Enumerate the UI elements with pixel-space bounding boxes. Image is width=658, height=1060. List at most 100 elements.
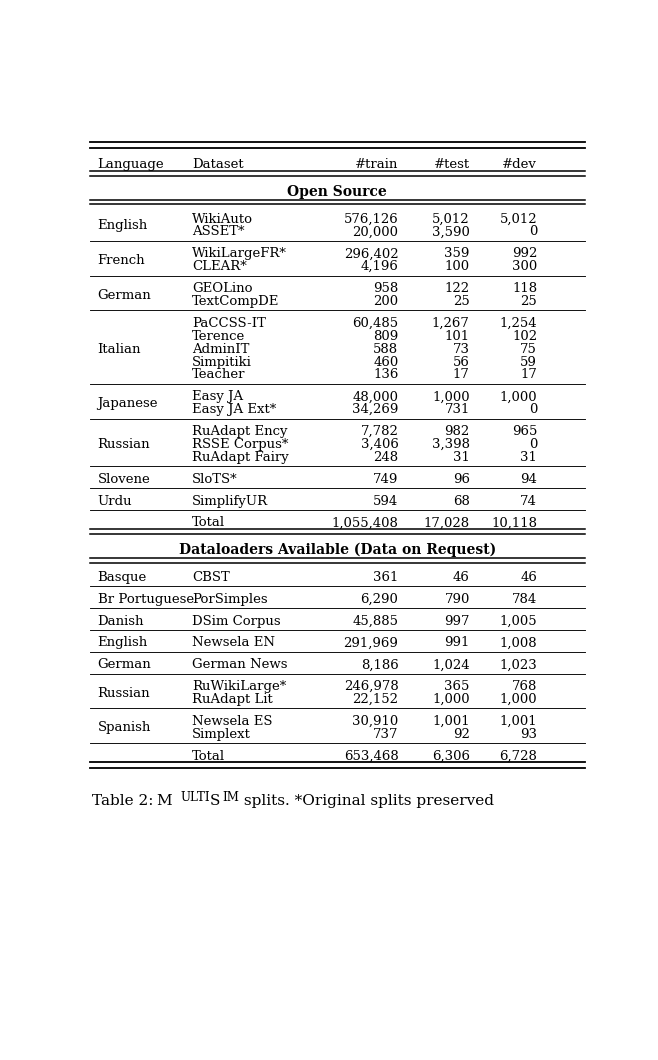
Text: Russian: Russian xyxy=(97,438,150,450)
Text: 45,885: 45,885 xyxy=(353,615,399,628)
Text: 200: 200 xyxy=(373,295,399,308)
Text: 749: 749 xyxy=(373,473,399,485)
Text: 737: 737 xyxy=(373,728,399,741)
Text: 25: 25 xyxy=(520,295,537,308)
Text: Open Source: Open Source xyxy=(288,184,387,199)
Text: #train: #train xyxy=(355,158,399,171)
Text: 460: 460 xyxy=(373,355,399,369)
Text: Terence: Terence xyxy=(192,330,245,342)
Text: RuAdapt Ency: RuAdapt Ency xyxy=(192,425,288,438)
Text: 731: 731 xyxy=(444,403,470,417)
Text: 997: 997 xyxy=(444,615,470,628)
Text: 101: 101 xyxy=(445,330,470,342)
Text: WikiAuto: WikiAuto xyxy=(192,212,253,226)
Text: Language: Language xyxy=(97,158,164,171)
Text: 1,024: 1,024 xyxy=(432,658,470,671)
Text: 1,000: 1,000 xyxy=(499,390,537,403)
Text: 958: 958 xyxy=(373,282,399,295)
Text: 784: 784 xyxy=(512,593,537,605)
Text: 102: 102 xyxy=(512,330,537,342)
Text: 365: 365 xyxy=(444,681,470,693)
Text: Russian: Russian xyxy=(97,687,150,700)
Text: Dataloaders Available (Data on Request): Dataloaders Available (Data on Request) xyxy=(178,543,496,558)
Text: CBST: CBST xyxy=(192,571,230,584)
Text: 17,028: 17,028 xyxy=(424,516,470,530)
Text: 1,000: 1,000 xyxy=(432,693,470,706)
Text: 1,000: 1,000 xyxy=(432,390,470,403)
Text: Dataset: Dataset xyxy=(192,158,243,171)
Text: 296,402: 296,402 xyxy=(343,247,399,261)
Text: ULTI: ULTI xyxy=(180,791,210,805)
Text: 6,728: 6,728 xyxy=(499,749,537,763)
Text: 3,590: 3,590 xyxy=(432,226,470,238)
Text: #test: #test xyxy=(434,158,470,171)
Text: 8,186: 8,186 xyxy=(361,658,399,671)
Text: Basque: Basque xyxy=(97,571,147,584)
Text: 576,126: 576,126 xyxy=(343,212,399,226)
Text: 60,485: 60,485 xyxy=(352,317,399,330)
Text: Total: Total xyxy=(192,516,225,530)
Text: 94: 94 xyxy=(520,473,537,485)
Text: SimplifyUR: SimplifyUR xyxy=(192,495,268,508)
Text: 291,969: 291,969 xyxy=(343,636,399,650)
Text: 588: 588 xyxy=(373,342,399,355)
Text: 0: 0 xyxy=(529,226,537,238)
Text: 31: 31 xyxy=(453,450,470,464)
Text: GEOLino: GEOLino xyxy=(192,282,253,295)
Text: IM: IM xyxy=(222,791,239,805)
Text: 75: 75 xyxy=(520,342,537,355)
Text: 4,196: 4,196 xyxy=(361,260,399,273)
Text: 68: 68 xyxy=(453,495,470,508)
Text: Urdu: Urdu xyxy=(97,495,132,508)
Text: 46: 46 xyxy=(520,571,537,584)
Text: 118: 118 xyxy=(512,282,537,295)
Text: 246,978: 246,978 xyxy=(343,681,399,693)
Text: Newsela ES: Newsela ES xyxy=(192,716,272,728)
Text: German News: German News xyxy=(192,658,288,671)
Text: Easy JA Ext*: Easy JA Ext* xyxy=(192,403,276,417)
Text: RSSE Corpus*: RSSE Corpus* xyxy=(192,438,288,450)
Text: French: French xyxy=(97,253,145,267)
Text: 96: 96 xyxy=(453,473,470,485)
Text: Easy JA: Easy JA xyxy=(192,390,243,403)
Text: 0: 0 xyxy=(529,403,537,417)
Text: 1,000: 1,000 xyxy=(499,693,537,706)
Text: 1,001: 1,001 xyxy=(499,716,537,728)
Text: 25: 25 xyxy=(453,295,470,308)
Text: CLEAR*: CLEAR* xyxy=(192,260,247,273)
Text: 56: 56 xyxy=(453,355,470,369)
Text: 3,406: 3,406 xyxy=(361,438,399,450)
Text: Italian: Italian xyxy=(97,342,141,355)
Text: Simplext: Simplext xyxy=(192,728,251,741)
Text: Simpitiki: Simpitiki xyxy=(192,355,252,369)
Text: 31: 31 xyxy=(520,450,537,464)
Text: Spanish: Spanish xyxy=(97,722,151,735)
Text: 361: 361 xyxy=(373,571,399,584)
Text: 1,254: 1,254 xyxy=(499,317,537,330)
Text: German: German xyxy=(97,288,151,301)
Text: WikiLargeFR*: WikiLargeFR* xyxy=(192,247,287,261)
Text: TextCompDE: TextCompDE xyxy=(192,295,279,308)
Text: 653,468: 653,468 xyxy=(343,749,399,763)
Text: 992: 992 xyxy=(512,247,537,261)
Text: 20,000: 20,000 xyxy=(353,226,399,238)
Text: 74: 74 xyxy=(520,495,537,508)
Text: 7,782: 7,782 xyxy=(361,425,399,438)
Text: splits. *Original splits preserved: splits. *Original splits preserved xyxy=(239,794,494,808)
Text: 1,001: 1,001 xyxy=(432,716,470,728)
Text: 359: 359 xyxy=(444,247,470,261)
Text: 809: 809 xyxy=(373,330,399,342)
Text: 768: 768 xyxy=(512,681,537,693)
Text: 1,023: 1,023 xyxy=(499,658,537,671)
Text: English: English xyxy=(97,219,148,232)
Text: 991: 991 xyxy=(444,636,470,650)
Text: RuAdapt Fairy: RuAdapt Fairy xyxy=(192,450,289,464)
Text: 1,005: 1,005 xyxy=(499,615,537,628)
Text: Danish: Danish xyxy=(97,615,144,628)
Text: RuAdapt Lit: RuAdapt Lit xyxy=(192,693,272,706)
Text: 30,910: 30,910 xyxy=(352,716,399,728)
Text: 34,269: 34,269 xyxy=(352,403,399,417)
Text: 6,306: 6,306 xyxy=(432,749,470,763)
Text: 594: 594 xyxy=(373,495,399,508)
Text: 5,012: 5,012 xyxy=(432,212,470,226)
